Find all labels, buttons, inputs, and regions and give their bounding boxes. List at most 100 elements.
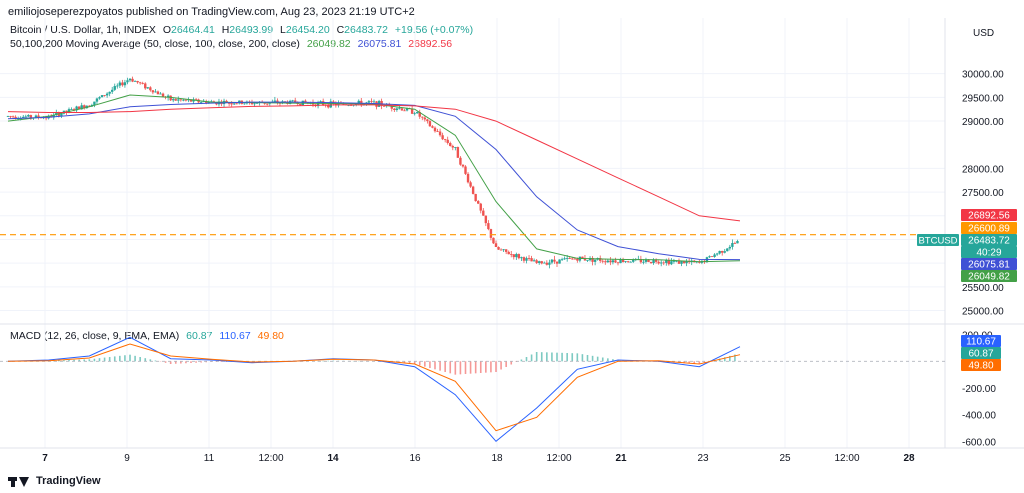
macd-hist-bar — [88, 359, 91, 362]
macd-line — [7, 336, 741, 442]
publisher-header: emiliojoseperezpoyatos published on Trad… — [8, 6, 415, 18]
candle-body — [494, 243, 498, 248]
candle-body — [461, 164, 465, 167]
candle-body — [459, 157, 462, 165]
candle-body — [349, 105, 353, 106]
symbol-title: Bitcoin / U.S. Dollar, 1h, INDEX — [10, 24, 156, 36]
candle-body — [680, 260, 683, 264]
macd-hist-bar — [546, 352, 548, 362]
candle-body — [535, 260, 538, 263]
candle-body — [413, 113, 416, 115]
ma50-value: 26049.82 — [306, 38, 351, 50]
candle-body — [410, 108, 414, 114]
candle-body — [431, 126, 434, 128]
candle-body — [609, 260, 612, 263]
macd-hist-bar — [454, 361, 457, 375]
candle-body — [477, 201, 480, 204]
macd-hist-bar — [571, 353, 574, 362]
macd-hist-bar — [332, 360, 335, 362]
candle-body — [723, 251, 726, 253]
candle-body — [426, 119, 429, 122]
time-tick-label: 9 — [124, 453, 130, 464]
low-value: 26454.20 — [285, 24, 330, 36]
macd-tick-label: -400.00 — [962, 411, 996, 422]
high-label: H — [221, 24, 230, 36]
candle-body — [451, 146, 454, 148]
candle-body — [517, 254, 521, 259]
macd-hist-bar — [225, 361, 228, 362]
candle-body — [329, 101, 332, 108]
last-price-label-bg — [961, 234, 1017, 246]
candle-body — [629, 261, 632, 263]
candle-body — [512, 254, 515, 258]
macd-hist-bar — [439, 361, 441, 371]
macd-hist-bar — [718, 358, 721, 362]
candle-body — [22, 116, 25, 119]
macd-hist-bar — [566, 353, 568, 362]
macd-hist-bar — [174, 361, 177, 364]
candle-body — [205, 100, 208, 104]
time-tick-label: 14 — [327, 453, 339, 464]
candle-body — [166, 95, 170, 98]
ma-legend: 50,100,200 Moving Average (50, close, 10… — [10, 38, 456, 50]
candle-body — [93, 101, 96, 105]
macd-hist-bar — [607, 358, 609, 362]
ma50-price-label-bg — [961, 270, 1017, 282]
candle-body — [398, 108, 401, 110]
macd-hist-bar — [505, 361, 507, 367]
candle-body — [103, 95, 106, 96]
candle-body — [266, 103, 269, 105]
candle-body — [454, 147, 457, 148]
candle-body — [532, 260, 536, 262]
candle-body — [614, 260, 617, 263]
candle-body — [255, 102, 259, 104]
candle-body — [24, 116, 27, 118]
candle-body — [731, 243, 734, 247]
candle-body — [654, 259, 658, 262]
candle-body — [253, 103, 256, 105]
candle-body — [662, 262, 665, 264]
candle-body — [639, 258, 643, 263]
macd-hist-bar — [693, 361, 696, 364]
candle-body — [72, 109, 76, 111]
macd-hist-bar — [103, 357, 106, 362]
candle-body — [149, 87, 152, 91]
candle-body — [98, 97, 101, 99]
candle-body — [316, 102, 320, 107]
candle-body — [367, 101, 371, 103]
candle-body — [418, 112, 421, 117]
candle-body — [108, 91, 111, 94]
candle-body — [182, 99, 185, 101]
ma100-line — [7, 101, 741, 261]
candle-body — [713, 254, 716, 257]
macd-hist-bar — [413, 361, 416, 364]
candle-body — [538, 261, 541, 263]
price-tick-label: 28000.00 — [962, 164, 1004, 175]
candle-body — [466, 173, 470, 183]
macd-hist-bar — [485, 361, 487, 373]
macd-hist-bar — [729, 355, 731, 362]
candle-body — [27, 115, 30, 117]
macd-hist-bar — [185, 361, 187, 364]
signal-value-label: 49.80 — [968, 361, 993, 372]
candle-body — [715, 253, 719, 255]
candle-body — [736, 241, 739, 244]
candle-body — [665, 260, 668, 263]
candle-body — [403, 110, 406, 112]
macd-hist-bar — [195, 361, 197, 363]
candle-body — [138, 82, 142, 84]
candle-body — [327, 105, 330, 108]
candle-body — [405, 108, 409, 111]
candle-body — [207, 101, 210, 104]
candle-body — [667, 260, 671, 265]
candle-body — [573, 258, 576, 260]
ma100-price-label: 26075.81 — [968, 260, 1010, 271]
macd-hist-bar — [119, 355, 121, 362]
candle-body — [395, 108, 399, 110]
macd-hist-bar — [180, 361, 182, 364]
macd-hist-bar — [144, 358, 147, 362]
candle-body — [194, 99, 198, 101]
macd-hist-bar — [612, 359, 614, 362]
candle-body — [487, 223, 490, 230]
